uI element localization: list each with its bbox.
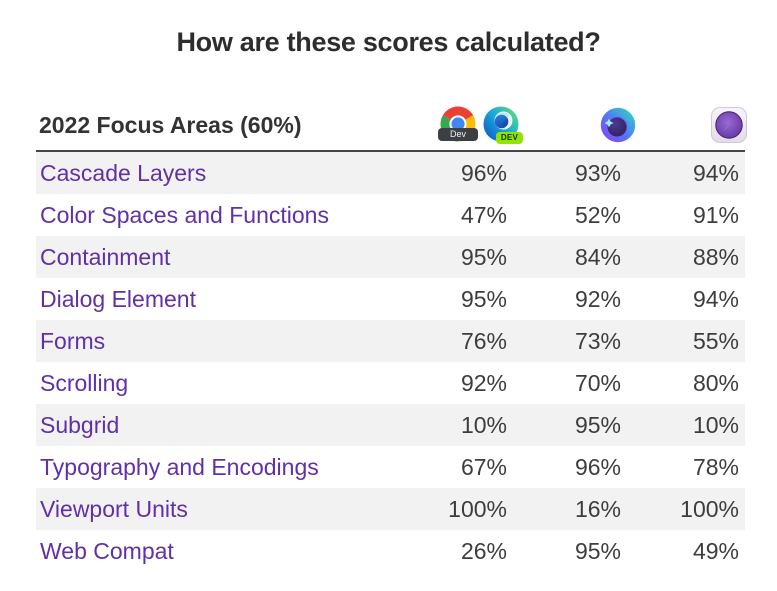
table-row: Dialog Element 95% 92% 94% (36, 278, 745, 320)
score-safari: 80% (692, 369, 739, 396)
score-safari: 49% (692, 537, 739, 564)
column-safari-technology-preview (621, 100, 748, 152)
page-title: How are these scores calculated? (176, 27, 601, 57)
score-firefox: 95% (574, 411, 621, 438)
score-chrome-edge: 100% (448, 495, 507, 522)
chrome-dev-icon: Dev (438, 105, 478, 145)
table-row: Typography and Encodings 67% 96% 78% (36, 446, 745, 488)
focus-area-link[interactable]: Web Compat (40, 537, 174, 564)
table-row: Cascade Layers 96% 93% 94% (36, 151, 745, 194)
chrome-dev-badge: Dev (438, 128, 478, 141)
scores-table-container: 2022 Focus Areas (60%) (36, 100, 748, 572)
safari-technology-preview-icon (710, 106, 748, 144)
focus-area-link[interactable]: Containment (40, 243, 171, 270)
edge-dev-icon: DEV (481, 105, 523, 145)
focus-areas-header: 2022 Focus Areas (60%) (36, 100, 397, 152)
score-safari: 88% (692, 243, 739, 270)
focus-area-link[interactable]: Color Spaces and Functions (40, 201, 329, 228)
table-row: Subgrid 10% 95% 10% (36, 404, 745, 446)
table-row: Viewport Units 100% 16% 100% (36, 488, 745, 530)
score-safari: 91% (692, 201, 739, 228)
column-chrome-edge-dev: Dev (397, 100, 523, 152)
column-firefox-nightly (507, 100, 636, 152)
score-chrome-edge: 95% (460, 285, 507, 312)
score-safari: 78% (692, 453, 739, 480)
table-row: Web Compat 26% 95% 49% (36, 530, 745, 572)
scores-table: 2022 Focus Areas (60%) (36, 100, 748, 572)
score-firefox: 96% (574, 453, 621, 480)
table-row: Color Spaces and Functions 47% 52% 91% (36, 194, 745, 236)
score-firefox: 84% (574, 243, 621, 270)
score-chrome-edge: 96% (460, 159, 507, 186)
focus-area-link[interactable]: Forms (40, 327, 106, 354)
table-row: Containment 95% 84% 88% (36, 236, 745, 278)
score-chrome-edge: 10% (460, 411, 507, 438)
score-firefox: 95% (574, 537, 621, 564)
score-firefox: 93% (574, 159, 621, 186)
score-safari: 10% (692, 411, 739, 438)
score-safari: 94% (692, 285, 739, 312)
score-safari: 100% (680, 495, 739, 522)
table-row: Scrolling 92% 70% 80% (36, 362, 745, 404)
score-firefox: 92% (574, 285, 621, 312)
header-row: 2022 Focus Areas (60%) (36, 100, 748, 152)
focus-area-link[interactable]: Subgrid (40, 411, 120, 438)
score-firefox: 70% (574, 369, 621, 396)
table-row: Forms 76% 73% 55% (36, 320, 745, 362)
focus-area-link[interactable]: Dialog Element (40, 285, 196, 312)
score-chrome-edge: 76% (460, 327, 507, 354)
score-chrome-edge: 92% (460, 369, 507, 396)
score-safari: 94% (692, 159, 739, 186)
score-firefox: 16% (574, 495, 621, 522)
score-chrome-edge: 67% (460, 453, 507, 480)
score-firefox: 73% (574, 327, 621, 354)
focus-area-link[interactable]: Typography and Encodings (40, 453, 319, 480)
score-safari: 55% (692, 327, 739, 354)
score-chrome-edge: 95% (460, 243, 507, 270)
score-firefox: 52% (574, 201, 621, 228)
focus-area-link[interactable]: Viewport Units (40, 495, 188, 522)
firefox-nightly-icon (599, 106, 637, 144)
edge-dev-badge: DEV (496, 132, 523, 144)
score-chrome-edge: 26% (460, 537, 507, 564)
focus-area-link[interactable]: Cascade Layers (40, 159, 207, 186)
score-chrome-edge: 47% (460, 201, 507, 228)
focus-area-link[interactable]: Scrolling (40, 369, 129, 396)
